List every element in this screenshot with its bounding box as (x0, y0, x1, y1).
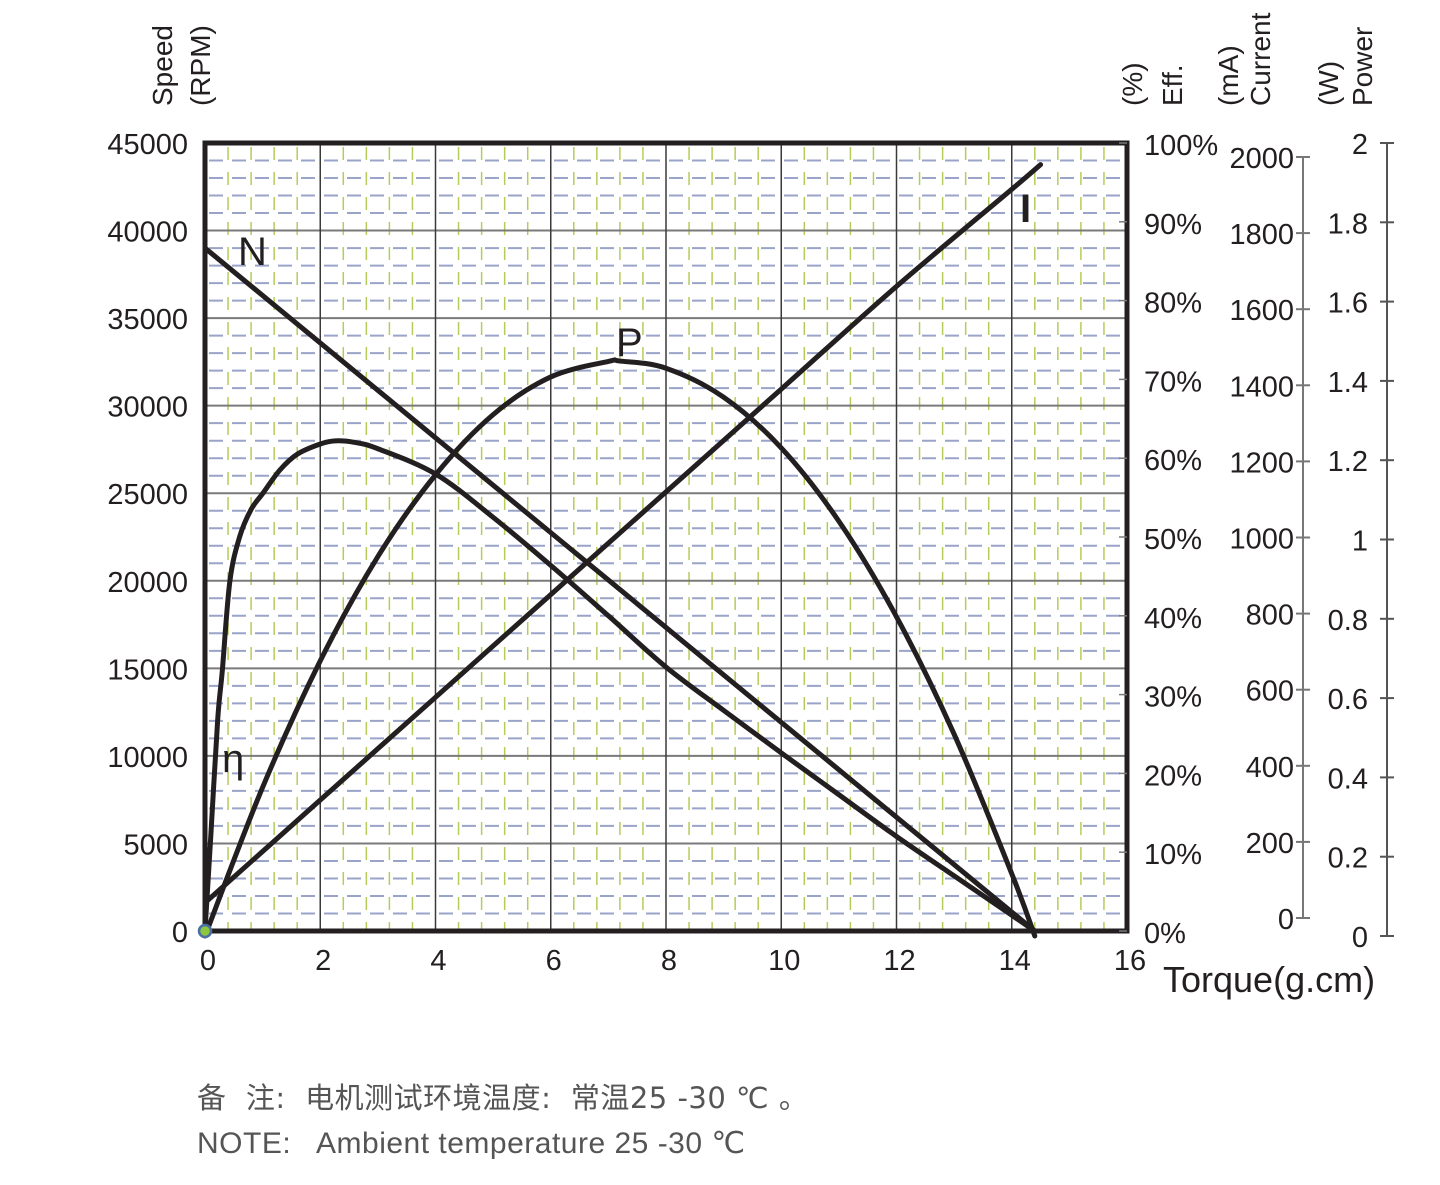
curve-label-efficiency: η (222, 737, 244, 781)
current-tick-label: 1400 (1229, 371, 1294, 403)
current-axis-unit: (mA) (1213, 45, 1244, 106)
torque-tick-label: 6 (546, 945, 562, 977)
efficiency-tick-label: 20% (1144, 760, 1202, 792)
speed-tick-label: 25000 (107, 479, 188, 511)
efficiency-tick-label: 60% (1144, 445, 1202, 477)
speed-tick-label: 40000 (107, 217, 188, 249)
torque-tick-label: 8 (661, 945, 677, 977)
current-tick-label: 1000 (1229, 524, 1294, 556)
current-axis-title: Current (1245, 12, 1276, 106)
speed-tick-label: 10000 (107, 742, 188, 774)
power-axis-unit: (W) (1313, 61, 1344, 106)
curve-label-current: I (1020, 187, 1031, 231)
torque-tick-label: 14 (999, 945, 1031, 977)
curve-speed (202, 245, 1038, 934)
torque-axis-title: Torque(g.cm) (1163, 959, 1375, 1000)
current-tick-label: 2000 (1229, 143, 1294, 175)
torque-tick-label: 10 (768, 945, 800, 977)
power-tick-label: 1.8 (1328, 208, 1368, 240)
power-tick-label: 1.4 (1328, 367, 1368, 399)
axis-ticks: 0500010000150002000025000300003500040000… (107, 129, 1394, 977)
note-chinese: 备 注: 电机测试环境温度: 常温25 -30 ℃ 。 (197, 1081, 809, 1115)
speed-tick-label: 35000 (107, 304, 188, 336)
efficiency-tick-label: 90% (1144, 209, 1202, 241)
curve-label-power: P (616, 321, 643, 365)
current-tick-label: 1800 (1229, 219, 1294, 251)
efficiency-tick-label: 40% (1144, 603, 1202, 635)
speed-tick-label: 30000 (107, 392, 188, 424)
power-axis-title: Power (1347, 27, 1378, 106)
current-tick-label: 0 (1278, 904, 1294, 936)
efficiency-tick-label: 0% (1144, 918, 1186, 950)
torque-tick-label: 16 (1114, 945, 1146, 977)
current-tick-label: 200 (1246, 828, 1294, 860)
speed-tick-label: 0 (172, 917, 188, 949)
current-tick-label: 600 (1246, 676, 1294, 708)
power-tick-label: 2 (1352, 129, 1368, 161)
efficiency-axis-title: Eff. (1157, 64, 1188, 106)
axis-labels: Speed (RPM) (%) Eff. (mA) Current (W) Power Torq… (147, 12, 1378, 1000)
efficiency-tick-label: 30% (1144, 682, 1202, 714)
torque-tick-label: 0 (200, 945, 216, 977)
power-tick-label: 0 (1352, 922, 1368, 954)
power-tick-label: 0.6 (1328, 684, 1368, 716)
power-tick-label: 0.2 (1328, 843, 1368, 875)
torque-tick-label: 12 (883, 945, 915, 977)
power-tick-label: 1.2 (1328, 446, 1368, 478)
minor-grid (209, 147, 1127, 931)
power-tick-label: 0.8 (1328, 605, 1368, 637)
curve-efficiency (202, 438, 1038, 934)
speed-tick-label: 45000 (107, 129, 188, 161)
efficiency-tick-label: 70% (1144, 366, 1202, 398)
power-tick-label: 0.4 (1328, 763, 1368, 795)
origin-marker (197, 923, 213, 939)
curve-current (202, 162, 1044, 906)
current-tick-label: 800 (1246, 600, 1294, 632)
power-tick-label: 1.6 (1328, 288, 1368, 320)
efficiency-tick-label: 50% (1144, 524, 1202, 556)
efficiency-tick-label: 100% (1144, 130, 1218, 162)
speed-tick-label: 5000 (123, 829, 188, 861)
speed-tick-label: 20000 (107, 567, 188, 599)
speed-axis-title: Speed (147, 25, 178, 106)
curves: N P Iη (202, 162, 1044, 939)
current-tick-label: 1200 (1229, 447, 1294, 479)
curve-label-speed: N (238, 230, 267, 274)
torque-tick-label: 2 (315, 945, 331, 977)
efficiency-tick-label: 10% (1144, 839, 1202, 871)
efficiency-tick-label: 80% (1144, 288, 1202, 320)
curve-output (202, 357, 1038, 939)
speed-tick-label: 15000 (107, 654, 188, 686)
note-english: NOTE: Ambient temperature 25 -30 ℃ (197, 1127, 746, 1160)
current-tick-label: 1600 (1229, 295, 1294, 327)
efficiency-axis-unit: (%) (1117, 62, 1148, 106)
torque-tick-label: 4 (430, 945, 446, 977)
power-tick-label: 1 (1352, 526, 1368, 558)
current-tick-label: 400 (1246, 752, 1294, 784)
speed-axis-unit: (RPM) (185, 25, 216, 106)
